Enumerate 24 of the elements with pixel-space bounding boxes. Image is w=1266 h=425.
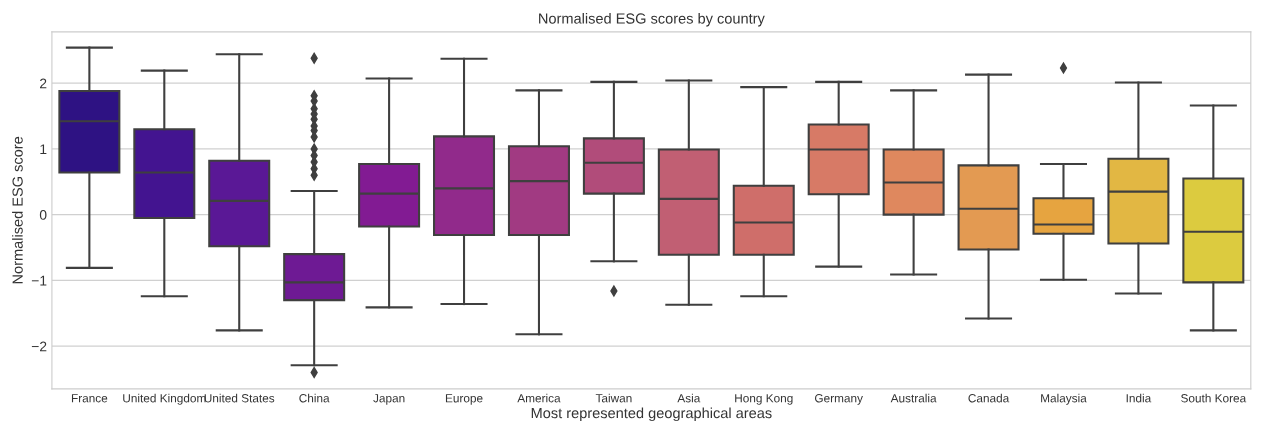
- y-tick-label: −1: [31, 275, 47, 286]
- chart-title: Normalised ESG scores by country: [539, 12, 765, 27]
- x-tick-label: France: [71, 394, 108, 403]
- x-tick-label: United Kingdom: [123, 393, 206, 405]
- x-tick-label: America: [517, 393, 561, 403]
- x-tick-label: Germany: [815, 394, 863, 405]
- x-tick-label: India: [1126, 393, 1152, 403]
- x-axis-title: Most represented geographical areas: [531, 407, 772, 422]
- x-tick-label: Europe: [445, 394, 483, 405]
- x-tick-label: United States: [204, 393, 275, 403]
- y-tick-label: 2: [40, 78, 47, 89]
- x-tick-label: South Korea: [1181, 393, 1247, 403]
- x-tick-label: Hong Kong: [735, 394, 793, 405]
- x-tick-label: Taiwan: [595, 393, 632, 403]
- y-tick-label: −2: [31, 341, 47, 352]
- x-tick-label: China: [299, 393, 330, 403]
- y-axis-title: Normalised ESG score: [12, 136, 23, 284]
- y-tick-label: 1: [40, 144, 47, 154]
- x-tick-label: Japan: [373, 394, 405, 405]
- x-tick-label: Malaysia: [1041, 393, 1087, 405]
- x-tick-label: Canada: [968, 393, 1010, 403]
- y-tick-label: 0: [39, 209, 47, 220]
- x-tick-label: Australia: [890, 393, 937, 403]
- x-tick-label: Asia: [677, 393, 701, 403]
